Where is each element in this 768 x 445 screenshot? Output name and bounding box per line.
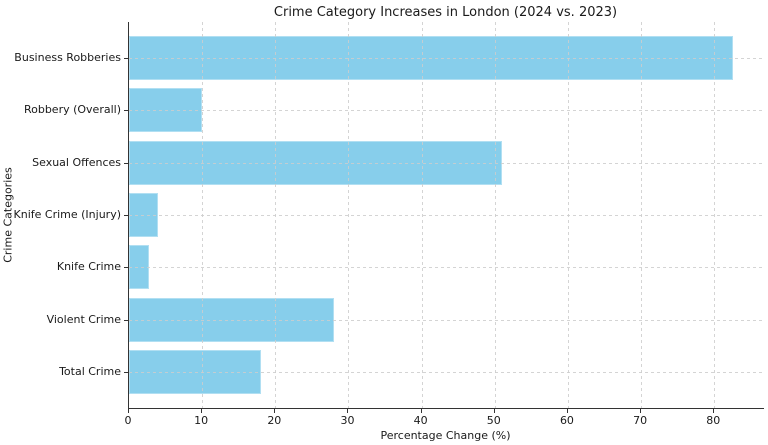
x-tick-mark: [201, 409, 203, 413]
x-tick-label-20: 20: [267, 414, 282, 427]
v-gridline: [494, 22, 496, 408]
v-gridline: [714, 22, 716, 408]
y-tick-mark: [124, 371, 128, 373]
y-tick-label-knife-crime-injury: Knife Crime (Injury): [13, 207, 121, 221]
y-tick-label-violent-crime: Violent Crime: [46, 312, 121, 326]
h-gridline: [129, 371, 764, 373]
h-gridline: [129, 267, 764, 269]
x-tick-mark: [566, 409, 568, 413]
h-gridline: [129, 319, 764, 321]
x-tick-mark: [713, 409, 715, 413]
y-tick-mark: [124, 267, 128, 269]
v-gridline: [275, 22, 277, 408]
y-tick-label-robbery-overall: Robbery (Overall): [23, 103, 121, 117]
x-tick-mark: [420, 409, 422, 413]
y-tick-label-business-robberies: Business Robberies: [14, 51, 121, 64]
y-tick-mark: [124, 214, 128, 216]
v-gridline: [348, 22, 350, 408]
h-gridline: [129, 110, 764, 112]
x-tick-label-10: 10: [194, 414, 209, 427]
x-axis-label: Percentage Change (%): [380, 429, 511, 442]
x-tick-mark: [274, 409, 276, 413]
y-tick-mark: [124, 162, 128, 164]
x-tick-mark: [128, 409, 129, 413]
x-tick-label-0: 0: [124, 414, 132, 427]
x-tick-mark: [640, 409, 642, 413]
v-gridline: [202, 22, 204, 408]
y-tick-label-total-crime: Total Crime: [59, 364, 121, 378]
h-gridline: [129, 58, 764, 59]
v-gridline: [567, 22, 569, 408]
v-gridline: [421, 22, 423, 408]
x-tick-mark: [347, 409, 349, 413]
y-tick-label-knife-crime: Knife Crime: [56, 260, 121, 274]
y-tick-mark: [124, 319, 128, 321]
y-tick-mark: [124, 58, 128, 59]
h-gridline: [129, 214, 764, 216]
y-tick-label-sexual-offences: Sexual Offences: [32, 155, 121, 169]
x-tick-label-80: 80: [706, 414, 721, 427]
x-tick-label-40: 40: [413, 414, 428, 427]
x-tick-label-50: 50: [486, 414, 501, 427]
x-tick-label-60: 60: [559, 414, 574, 427]
v-gridline: [641, 22, 643, 408]
x-tick-label-70: 70: [633, 414, 648, 427]
y-tick-mark: [124, 110, 128, 112]
chart-title: Crime Category Increases in London (2024…: [273, 5, 618, 20]
plot-area: [128, 22, 764, 409]
h-gridline: [129, 162, 764, 164]
x-tick-mark: [493, 409, 495, 413]
x-tick-label-30: 30: [340, 414, 355, 427]
